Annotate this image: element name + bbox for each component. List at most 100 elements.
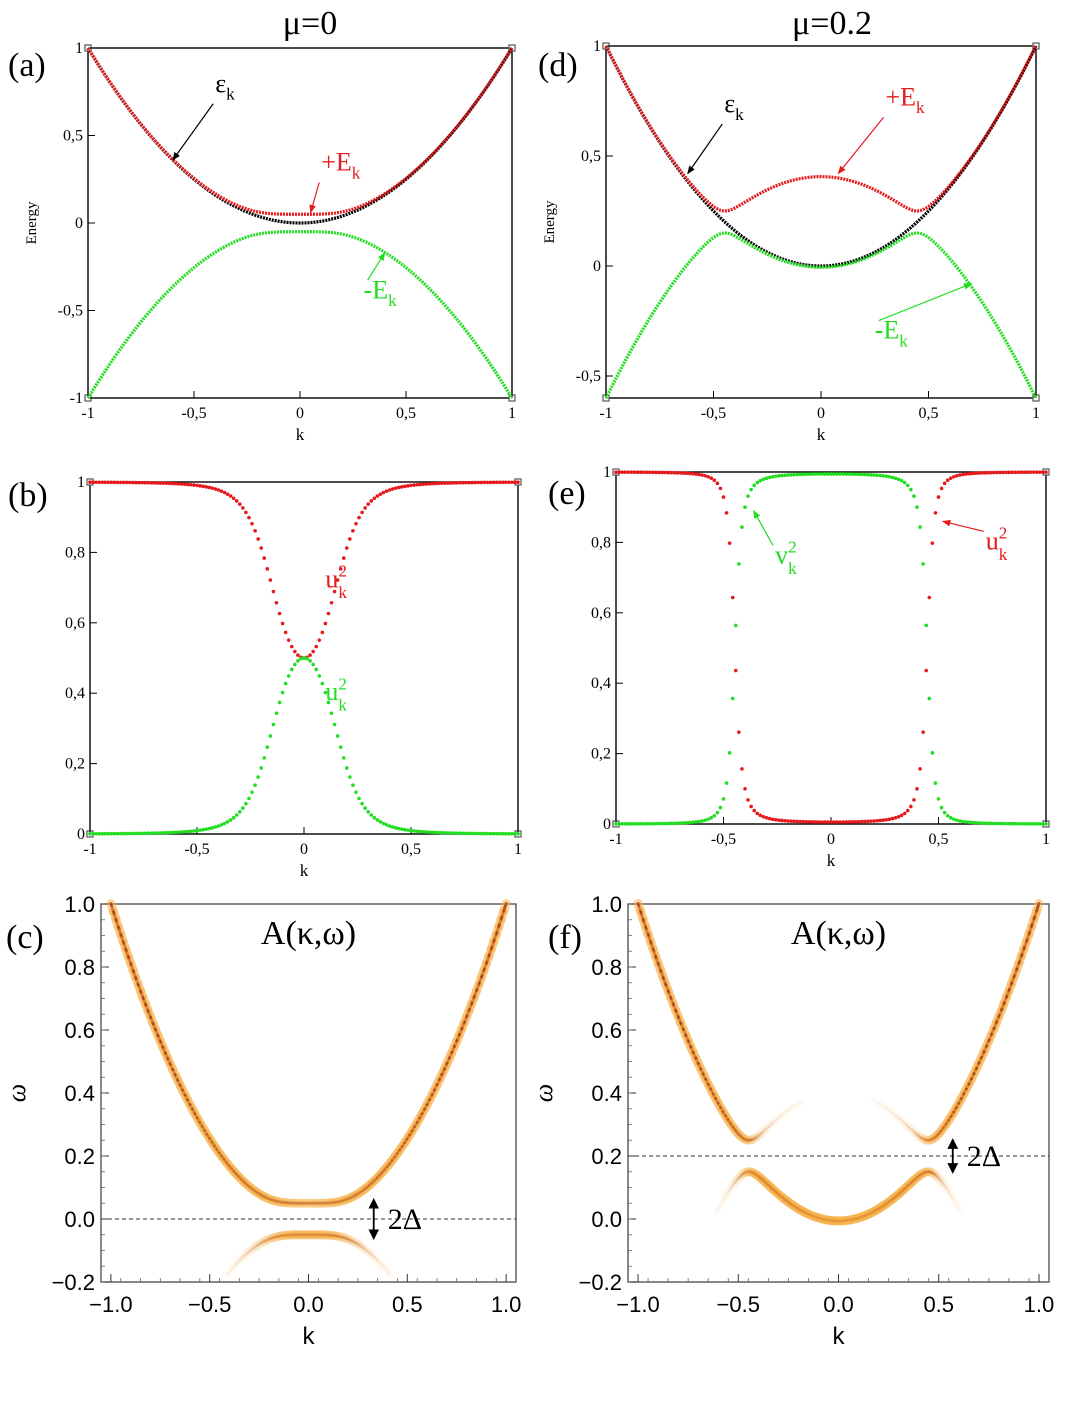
y-tick-label: 0.2 [591, 1144, 622, 1169]
data-point [638, 470, 643, 475]
data-point [452, 831, 456, 835]
lower-band-dots [264, 1239, 267, 1242]
data-point [952, 817, 956, 822]
data-point [976, 821, 981, 825]
lower-band-core [947, 1191, 953, 1197]
lower-band-core [727, 1186, 733, 1192]
y-tick-label: 0.4 [591, 1081, 622, 1106]
upper-band-dots [125, 948, 129, 957]
data-point [890, 816, 895, 821]
data-point [406, 828, 410, 832]
data-point [915, 787, 919, 791]
data-point [1001, 470, 1005, 475]
lower-band-dots [249, 1249, 252, 1252]
data-point [761, 814, 766, 819]
lower-band-core [934, 1173, 939, 1179]
lower-band-glow [356, 1241, 367, 1252]
upper-band-dots [649, 941, 654, 950]
upper-band-glow [906, 1124, 919, 1137]
lower-band-dots [730, 1184, 734, 1188]
upper-band-dots [647, 933, 652, 942]
upper-band-glow [916, 1133, 929, 1144]
upper-band-glow [748, 1133, 761, 1144]
data-point [709, 476, 714, 480]
lower-band-core [944, 1186, 950, 1192]
data-point [384, 489, 389, 493]
data-point [222, 821, 227, 826]
data-point [213, 825, 218, 829]
x-tick-label: 1 [514, 841, 522, 858]
data-point [100, 831, 105, 836]
data-point [912, 494, 916, 498]
y-tick-label: 0,8 [65, 544, 85, 561]
data-point [286, 674, 291, 678]
data-point [899, 478, 904, 483]
lower-band-core [349, 1238, 354, 1243]
annotation-label: u2 k [325, 562, 347, 602]
y-axis-label: Energy [24, 201, 40, 245]
y-tick-label: 0 [77, 826, 85, 843]
data-point [881, 818, 886, 822]
data-point [265, 567, 270, 571]
series-line [86, 230, 514, 400]
data-point [458, 831, 462, 836]
lower-band-core [729, 1183, 735, 1190]
data-point [173, 830, 178, 835]
upper-band-glow [751, 1131, 763, 1143]
data-point [164, 830, 169, 835]
data-point [238, 502, 242, 506]
data-point [715, 481, 720, 486]
data-point [149, 481, 153, 485]
data-point [244, 510, 248, 515]
data-point [979, 471, 984, 475]
upper-band-glow [756, 1127, 768, 1139]
lower-band-core [262, 1239, 267, 1243]
data-point [795, 819, 800, 824]
lower-band-core [246, 1249, 252, 1254]
data-point [733, 623, 738, 628]
data-point [644, 470, 649, 475]
data-point [106, 480, 111, 485]
lower-band-glow [259, 1236, 270, 1246]
data-point [424, 830, 429, 834]
data-point [884, 474, 889, 479]
right-column-header: μ=0.2 [792, 5, 872, 42]
data-point [94, 480, 98, 485]
data-point [847, 820, 852, 824]
annotation-label: v2 k [775, 538, 797, 578]
upper-band-dots [908, 1126, 912, 1130]
data-point [844, 472, 849, 476]
x-tick-label: -1 [609, 831, 622, 848]
data-point [617, 470, 621, 474]
data-point [816, 472, 821, 476]
data-point [195, 828, 199, 833]
lower-band-core [243, 1252, 248, 1257]
chart-title: A(κ,ω) [261, 915, 356, 952]
data-point [406, 484, 410, 488]
upper-band-core [761, 1127, 768, 1134]
data-point [1001, 821, 1005, 826]
panel-label: (a) [8, 47, 46, 84]
lower-band-core [743, 1170, 748, 1175]
lower-band-core [261, 1239, 266, 1244]
data-point [672, 470, 677, 475]
panel-label: (c) [6, 919, 44, 956]
data-point [225, 820, 230, 824]
lower-band-glow [257, 1237, 268, 1248]
lower-band-core [258, 1241, 263, 1246]
data-point [998, 821, 1002, 826]
data-point [189, 482, 193, 487]
data-point [767, 475, 772, 480]
data-point [293, 649, 297, 654]
data-point [124, 480, 129, 485]
data-point [626, 470, 631, 474]
data-point [635, 821, 640, 826]
data-point [632, 470, 637, 475]
x-tick-label: −0.5 [188, 1292, 231, 1317]
data-point [921, 730, 925, 734]
data-point [109, 831, 114, 836]
lower-band-core [368, 1251, 373, 1256]
data-point [253, 529, 257, 533]
upper-band-core [917, 1134, 923, 1140]
data-point [121, 831, 126, 836]
